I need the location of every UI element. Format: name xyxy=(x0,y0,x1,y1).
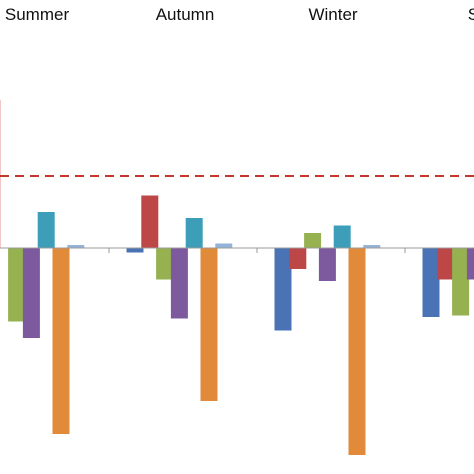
bar-winter-series-5 xyxy=(333,225,351,248)
bar-spr-series-1 xyxy=(422,248,440,317)
category-label-summer: Summer xyxy=(5,5,70,24)
bar-autumn-series-6 xyxy=(200,248,218,401)
bar-summer-series-3 xyxy=(8,248,26,322)
bar-autumn-series-2 xyxy=(141,195,159,248)
bar-winter-series-3 xyxy=(304,233,322,248)
bar-spr-series-2 xyxy=(437,248,455,280)
bar-summer-series-7 xyxy=(67,245,85,248)
bar-autumn-series-3 xyxy=(156,248,174,280)
bar-winter-series-6 xyxy=(348,248,366,455)
category-label-autumn: Autumn xyxy=(156,5,215,24)
bar-autumn-series-4 xyxy=(170,248,188,319)
bar-summer-series-6 xyxy=(52,248,70,434)
bar-winter-series-2 xyxy=(289,248,307,269)
category-label-winter: Winter xyxy=(308,5,357,24)
bar-winter-series-4 xyxy=(318,248,336,281)
bar-winter-series-7 xyxy=(363,245,381,248)
bar-summer-series-5 xyxy=(37,212,55,248)
bar-autumn-series-5 xyxy=(185,218,203,248)
bar-spr-series-4 xyxy=(466,248,474,280)
category-label-spr: Spr xyxy=(468,5,474,24)
bar-summer-series-4 xyxy=(22,248,40,338)
bar-spr-series-3 xyxy=(452,248,470,316)
bar-autumn-series-7 xyxy=(215,243,233,248)
bar-winter-series-1 xyxy=(274,248,292,331)
bar-autumn-series-1 xyxy=(126,248,144,253)
